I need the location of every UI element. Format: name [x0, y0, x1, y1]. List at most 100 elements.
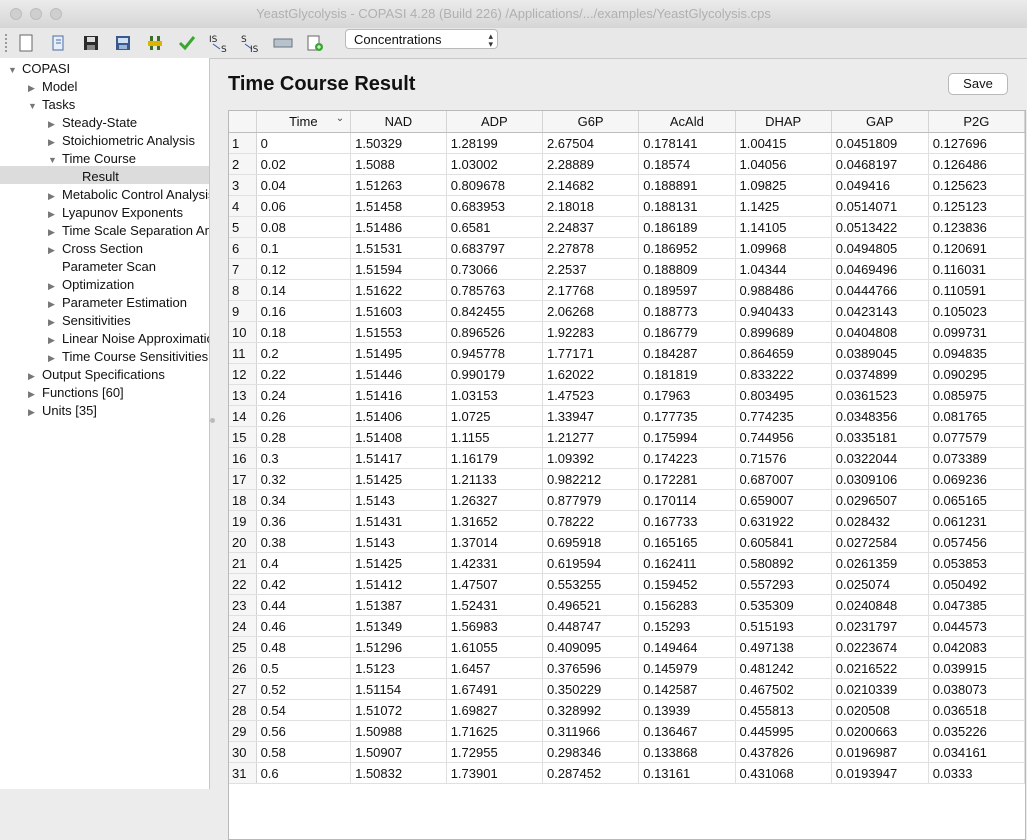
- table-cell[interactable]: 0.0494805: [831, 237, 929, 259]
- table-cell[interactable]: 0.809678: [446, 174, 543, 196]
- table-cell[interactable]: 0.094835: [928, 342, 1025, 364]
- collapsed-arrow-icon[interactable]: ▶: [48, 245, 55, 255]
- table-cell[interactable]: 0.899689: [735, 321, 832, 343]
- table-cell[interactable]: 1.51412: [350, 573, 447, 595]
- table-row[interactable]: 19 0.36 1.51431 1.31652 0.78222 0.167733 0.631…: [229, 510, 1025, 532]
- table-cell[interactable]: 0.982212: [542, 468, 640, 490]
- table-cell[interactable]: 0.631922: [735, 510, 832, 532]
- table-cell[interactable]: 0.54: [256, 699, 352, 721]
- table-cell[interactable]: 0.061231: [928, 510, 1025, 532]
- table-cell[interactable]: 0.178141: [638, 132, 736, 154]
- table-cell[interactable]: 0.0231797: [831, 615, 929, 637]
- expanded-arrow-icon[interactable]: ▼: [48, 155, 57, 165]
- table-cell[interactable]: 0.17963: [638, 384, 736, 406]
- table-cell[interactable]: 0.557293: [735, 573, 832, 595]
- save-button[interactable]: Save: [948, 73, 1008, 95]
- column-header[interactable]: DHAP: [735, 111, 832, 133]
- table-cell[interactable]: 2.18018: [542, 195, 640, 217]
- table-cell[interactable]: 0.605841: [735, 531, 832, 553]
- tree-item[interactable]: ▶ Linear Noise Approximation: [48, 330, 209, 348]
- table-cell[interactable]: 0.445995: [735, 720, 832, 742]
- table-cell[interactable]: 1.50832: [350, 762, 447, 784]
- table-cell[interactable]: 0.136467: [638, 720, 736, 742]
- table-cell[interactable]: 0.149464: [638, 636, 736, 658]
- table-cell[interactable]: 1.51495: [350, 342, 447, 364]
- table-cell[interactable]: 1.16179: [446, 447, 543, 469]
- table-cell[interactable]: 0.896526: [446, 321, 543, 343]
- table-cell[interactable]: 0.14: [256, 279, 352, 301]
- table-cell[interactable]: 1.51553: [350, 321, 447, 343]
- table-cell[interactable]: 1.5088: [350, 153, 447, 175]
- table-cell[interactable]: 1.51417: [350, 447, 447, 469]
- table-cell[interactable]: 0.0404808: [831, 321, 929, 343]
- table-cell[interactable]: 0.167733: [638, 510, 736, 532]
- table-cell[interactable]: 0.0335181: [831, 426, 929, 448]
- table-cell[interactable]: 2.28889: [542, 153, 640, 175]
- table-cell[interactable]: 0.455813: [735, 699, 832, 721]
- table-cell[interactable]: 1.51416: [350, 384, 447, 406]
- table-cell[interactable]: 0.4: [256, 552, 352, 574]
- table-cell[interactable]: 0.5: [256, 657, 352, 679]
- tree-item[interactable]: ▶ Lyapunov Exponents: [48, 204, 183, 222]
- table-cell[interactable]: 0.940433: [735, 300, 832, 322]
- table-cell[interactable]: 0.659007: [735, 489, 832, 511]
- table-cell[interactable]: 0.328992: [542, 699, 640, 721]
- table-cell[interactable]: 0.409095: [542, 636, 640, 658]
- table-cell[interactable]: 0: [256, 132, 352, 154]
- collapsed-arrow-icon[interactable]: ▶: [48, 335, 55, 345]
- navigation-tree[interactable]: ▼ COPASI ▶ Model ▼ Tasks ▶ Steady-State ▶ Stoichi…: [0, 58, 210, 789]
- table-cell[interactable]: 0.0322044: [831, 447, 929, 469]
- tree-item[interactable]: ▶ Optimization: [48, 276, 134, 294]
- table-row[interactable]: 28 0.54 1.51072 1.69827 0.328992 0.13939 0.455…: [229, 699, 1025, 721]
- table-row[interactable]: 31 0.6 1.50832 1.73901 0.287452 0.13161 0.4310…: [229, 762, 1025, 784]
- table-cell[interactable]: 0.090295: [928, 363, 1025, 385]
- table-cell[interactable]: 0.687007: [735, 468, 832, 490]
- table-cell[interactable]: 0.184287: [638, 342, 736, 364]
- table-cell[interactable]: 0.0200663: [831, 720, 929, 742]
- table-cell[interactable]: 0.833222: [735, 363, 832, 385]
- table-cell[interactable]: 0.105023: [928, 300, 1025, 322]
- column-header[interactable]: GAP: [831, 111, 929, 133]
- table-cell[interactable]: 0.350229: [542, 678, 640, 700]
- table-cell[interactable]: 0.842455: [446, 300, 543, 322]
- table-cell[interactable]: 0.0451809: [831, 132, 929, 154]
- table-cell[interactable]: 1.09968: [735, 237, 832, 259]
- column-header[interactable]: Time ⌄: [256, 111, 352, 133]
- table-cell[interactable]: 0.0361523: [831, 384, 929, 406]
- table-cell[interactable]: 0.580892: [735, 552, 832, 574]
- table-cell[interactable]: 0.0444766: [831, 279, 929, 301]
- table-cell[interactable]: 1.51387: [350, 594, 447, 616]
- table-cell[interactable]: 1.50907: [350, 741, 447, 763]
- table-cell[interactable]: 0.73066: [446, 258, 543, 280]
- table-cell[interactable]: 0.165165: [638, 531, 736, 553]
- new-file-icon[interactable]: [15, 32, 37, 54]
- table-cell[interactable]: 1.00415: [735, 132, 832, 154]
- table-cell[interactable]: 1.69827: [446, 699, 543, 721]
- table-cell[interactable]: 0.0196987: [831, 741, 929, 763]
- table-cell[interactable]: 0.683953: [446, 195, 543, 217]
- table-row[interactable]: 14 0.26 1.51406 1.0725 1.33947 0.177735 0.7742…: [229, 405, 1025, 427]
- table-cell[interactable]: 2.17768: [542, 279, 640, 301]
- table-cell[interactable]: 0.170114: [638, 489, 736, 511]
- table-cell[interactable]: 1.21277: [542, 426, 640, 448]
- table-cell[interactable]: 0.990179: [446, 363, 543, 385]
- table-cell[interactable]: 1.50988: [350, 720, 447, 742]
- table-cell[interactable]: 1.21133: [446, 468, 543, 490]
- table-cell[interactable]: 0.099731: [928, 321, 1025, 343]
- table-cell[interactable]: 0.877979: [542, 489, 640, 511]
- expanded-arrow-icon[interactable]: ▼: [28, 101, 37, 111]
- table-cell[interactable]: 0.034161: [928, 741, 1025, 763]
- table-cell[interactable]: 1.5143: [350, 531, 447, 553]
- table-cell[interactable]: 0.945778: [446, 342, 543, 364]
- table-row[interactable]: 21 0.4 1.51425 1.42331 0.619594 0.162411 0.580…: [229, 552, 1025, 574]
- tree-item[interactable]: Result: [68, 168, 119, 186]
- splitter-handle[interactable]: [210, 418, 215, 423]
- table-cell[interactable]: 0.0216522: [831, 657, 929, 679]
- table-cell[interactable]: 0.073389: [928, 447, 1025, 469]
- table-row[interactable]: 25 0.48 1.51296 1.61055 0.409095 0.149464 0.49…: [229, 636, 1025, 658]
- table-cell[interactable]: 0.077579: [928, 426, 1025, 448]
- table-row[interactable]: 29 0.56 1.50988 1.71625 0.311966 0.136467 0.44…: [229, 720, 1025, 742]
- table-cell[interactable]: 0.123836: [928, 216, 1025, 238]
- table-row[interactable]: 10 0.18 1.51553 0.896526 1.92283 0.186779 0.89…: [229, 321, 1025, 343]
- tree-item[interactable]: ▶ Metabolic Control Analysis: [48, 186, 209, 204]
